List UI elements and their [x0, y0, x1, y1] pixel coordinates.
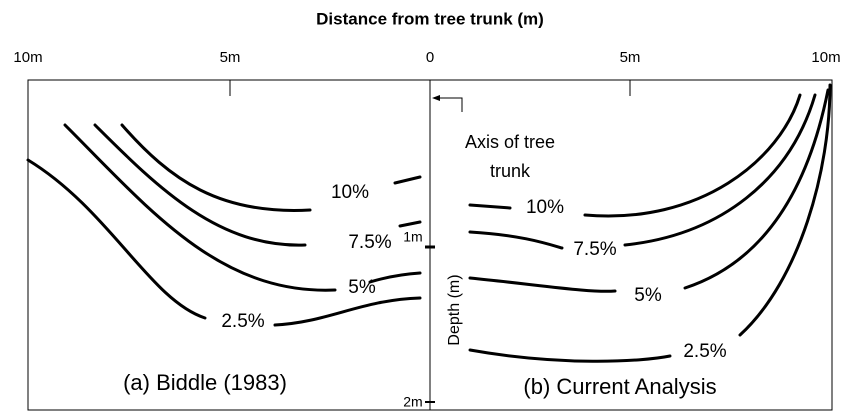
contour [623, 93, 817, 247]
contour [468, 276, 617, 293]
top-tick: 0 [426, 49, 434, 66]
top-tick: 5m [220, 49, 241, 66]
contour [468, 203, 512, 210]
panel-label: (a) Biddle (1983) [123, 370, 287, 395]
contour [93, 123, 307, 247]
contour [368, 271, 422, 284]
top-tick: 10m [13, 49, 42, 66]
contour-label: 7.5% [348, 232, 391, 253]
title: Distance from tree trunk (m) [316, 9, 544, 28]
contour [63, 123, 337, 292]
contour [120, 123, 312, 212]
contour [26, 158, 207, 320]
contour-label: 5% [348, 277, 376, 298]
contour-label: 2.5% [221, 311, 264, 332]
top-tick: 5m [620, 49, 641, 66]
contour-label: 5% [634, 285, 662, 306]
panel-label: (b) Current Analysis [523, 374, 716, 399]
top-tick: 10m [811, 49, 840, 66]
contour [583, 93, 802, 218]
contour [273, 296, 422, 327]
annotation: Axis of tree [465, 132, 555, 152]
contour [393, 175, 422, 185]
depth-tick-label: 1m [403, 229, 422, 245]
contour-label: 10% [526, 197, 564, 218]
depth-label: Depth (m) [446, 274, 463, 345]
contour [738, 83, 832, 337]
contour [468, 348, 672, 363]
contour-label: 7.5% [573, 239, 616, 260]
contour [683, 88, 830, 290]
contour [398, 220, 422, 228]
arrow [434, 97, 463, 112]
annotation: trunk [490, 161, 531, 181]
contour-label: 2.5% [683, 341, 726, 362]
contour-label: 10% [331, 182, 369, 203]
contour [468, 230, 564, 250]
depth-tick-label: 2m [403, 394, 422, 410]
arrow-head [432, 95, 440, 101]
